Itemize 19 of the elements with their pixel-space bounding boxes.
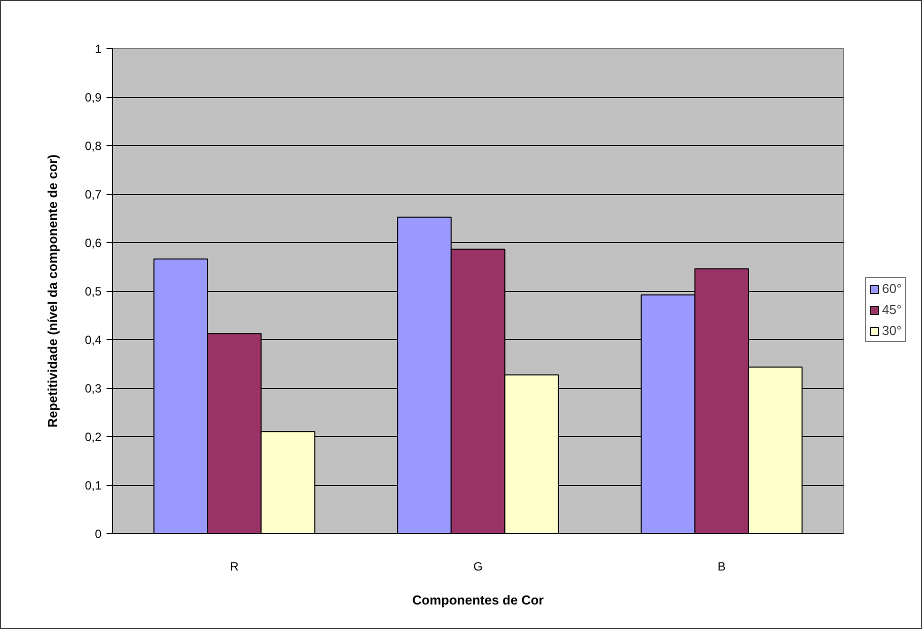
legend-label: 30°: [882, 323, 902, 338]
y-tick-label: 0,2: [84, 430, 102, 444]
x-tick-label: B: [718, 560, 726, 574]
y-tick-label: 0,4: [84, 333, 102, 347]
y-tick-label: 0,1: [84, 478, 102, 492]
y-tick-label: 0,7: [84, 188, 102, 202]
y-tick-label: 0: [94, 527, 102, 541]
legend-label: 60°: [882, 281, 902, 296]
y-tick-label: 0,3: [84, 382, 102, 396]
y-tick-label: 0,9: [84, 90, 102, 104]
y-tick-label: 0,8: [84, 139, 102, 153]
y-tick-label: 1: [94, 42, 102, 56]
y-tick-label: 0,6: [84, 236, 102, 250]
y-tick-label: 0,5: [84, 284, 102, 298]
x-axis-title: Componentes de Cor: [412, 592, 544, 608]
y-axis-title: Repetitividade (nível da componente de cor): [44, 154, 60, 428]
x-tick-label: G: [473, 560, 483, 574]
x-tick-label: R: [230, 560, 239, 574]
legend-label: 45°: [882, 302, 902, 317]
